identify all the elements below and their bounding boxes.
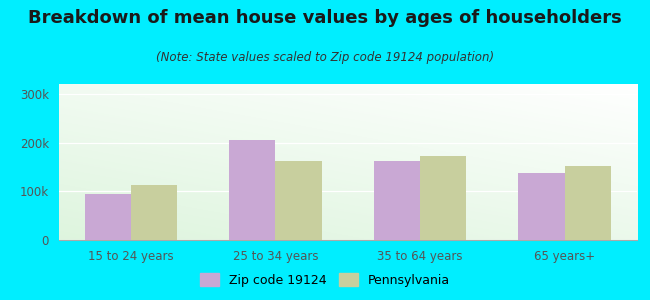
Bar [374,161,420,240]
Bar [229,140,276,240]
Legend: Zip code 19124, Pennsylvania: Zip code 19124, Pennsylvania [196,270,454,291]
Text: (Note: State values scaled to Zip code 19124 population): (Note: State values scaled to Zip code 1… [156,51,494,64]
Bar [131,185,177,240]
Bar [420,156,466,240]
Bar [565,166,611,240]
Bar [519,173,565,240]
Bar [84,194,131,240]
Text: Breakdown of mean house values by ages of householders: Breakdown of mean house values by ages o… [28,9,622,27]
Bar [276,160,322,240]
